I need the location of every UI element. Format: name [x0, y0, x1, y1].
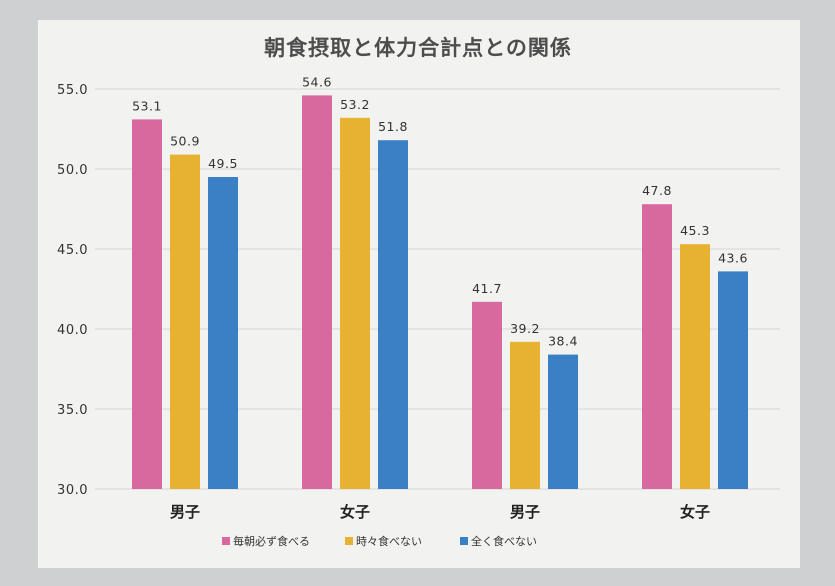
bar-3-2 — [718, 271, 748, 489]
data-label: 53.1 — [132, 98, 162, 113]
y-axis: 30.0 35.0 40.0 45.0 50.0 55.0 — [57, 83, 88, 498]
paper-sheet — [38, 20, 800, 568]
legend-label: 全く食べない — [471, 534, 537, 548]
y-tick-label: 30.0 — [57, 483, 88, 498]
bar-1-1 — [340, 117, 370, 490]
legend-label: 時々食べない — [356, 534, 422, 548]
data-label: 53.2 — [340, 97, 370, 112]
bar-2-2 — [548, 354, 578, 489]
legend-swatch — [222, 537, 230, 545]
bar-2-1 — [510, 341, 540, 489]
data-label: 50.9 — [170, 134, 200, 149]
bar-0-0 — [132, 119, 162, 490]
legend-swatch — [345, 537, 353, 545]
y-tick-label: 35.0 — [57, 403, 88, 418]
data-label: 39.2 — [510, 321, 540, 336]
legend-swatch — [460, 537, 468, 545]
data-label: 47.8 — [642, 183, 672, 198]
bar-2-0 — [472, 301, 502, 489]
x-tick-label: 男子 — [510, 503, 540, 521]
x-tick-label: 男子 — [170, 503, 200, 521]
legend: 毎朝必ず食べる 時々食べない 全く食べない — [222, 534, 537, 548]
bar-1-2 — [378, 140, 408, 489]
legend-item: 毎朝必ず食べる — [222, 534, 310, 548]
legend-label: 毎朝必ず食べる — [233, 534, 310, 548]
chart-title: 朝食摂取と体力合計点との関係 — [264, 36, 572, 60]
y-tick-label: 55.0 — [57, 83, 88, 98]
data-label: 41.7 — [472, 281, 502, 296]
bar-0-1 — [170, 154, 200, 489]
legend-item: 全く食べない — [460, 534, 537, 548]
data-label: 43.6 — [718, 250, 748, 265]
legend-item: 時々食べない — [345, 534, 422, 548]
y-tick-label: 40.0 — [57, 323, 88, 338]
data-label: 45.3 — [680, 223, 710, 238]
x-axis: 男子 女子 男子 女子 — [170, 503, 710, 521]
data-label: 51.8 — [378, 119, 408, 134]
bar-3-1 — [680, 244, 710, 489]
y-tick-label: 50.0 — [57, 163, 88, 178]
bar-1-0 — [302, 95, 332, 490]
data-labels: 53.1 50.9 49.5 54.6 53.2 51.8 41.7 39.2 38.4 47.8… — [132, 74, 748, 349]
bar-3-0 — [642, 204, 672, 489]
data-label: 54.6 — [302, 74, 332, 89]
bar-0-2 — [208, 177, 238, 489]
y-tick-label: 45.0 — [57, 243, 88, 258]
x-tick-label: 女子 — [340, 503, 370, 521]
data-label: 49.5 — [208, 156, 238, 171]
bars — [132, 95, 748, 490]
data-label: 38.4 — [548, 334, 578, 349]
x-tick-label: 女子 — [680, 503, 710, 521]
